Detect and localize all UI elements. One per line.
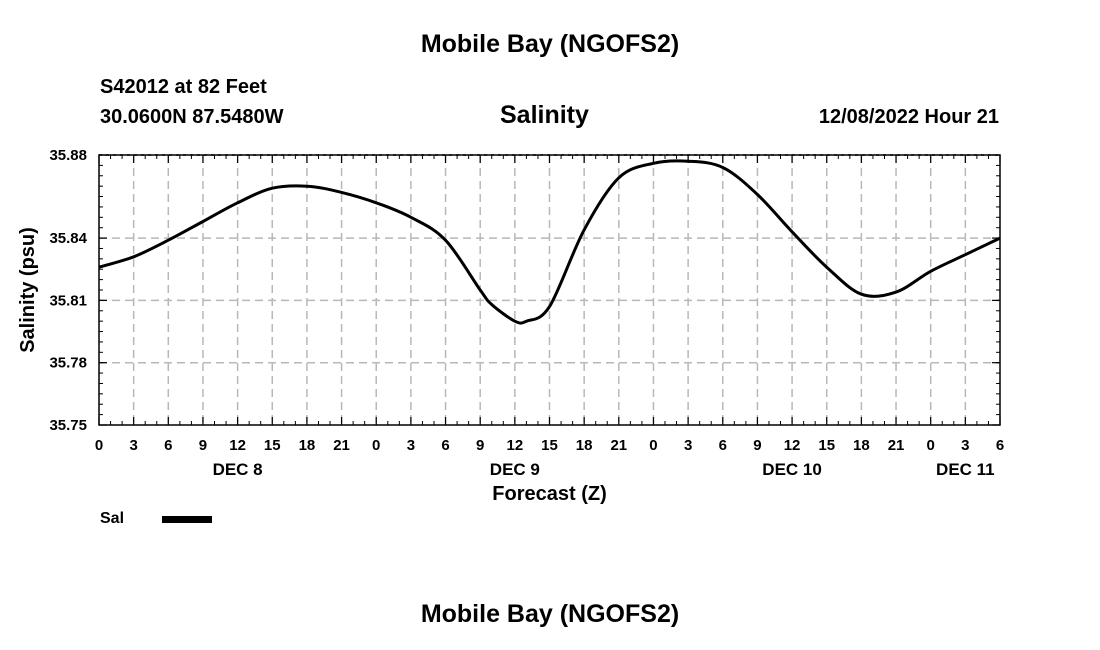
x-tick-label: 0: [927, 437, 935, 454]
x-tick-label: 0: [649, 437, 657, 454]
x-tick-label: 3: [407, 437, 415, 454]
coordinates-label: 30.0600N 87.5480W: [100, 106, 284, 128]
x-tick-label: 12: [784, 437, 801, 454]
day-label: DEC 10: [762, 460, 822, 479]
x-tick-label: 18: [853, 437, 870, 454]
y-tick-label: 35.88: [49, 147, 87, 164]
y-tick-label: 35.75: [49, 417, 87, 434]
x-tick-label: 21: [610, 437, 627, 454]
x-tick-label: 21: [333, 437, 350, 454]
x-tick-label: 6: [996, 437, 1004, 454]
y-tick-label: 35.84: [49, 230, 87, 247]
x-tick-label: 12: [229, 437, 246, 454]
x-tick-label: 6: [164, 437, 172, 454]
x-axis-title: Forecast (Z): [492, 483, 606, 505]
day-label: DEC 11: [936, 460, 995, 479]
legend-swatch: [162, 516, 212, 523]
x-tick-label: 9: [476, 437, 484, 454]
x-tick-label: 15: [541, 437, 558, 454]
x-tick-label: 15: [264, 437, 281, 454]
day-label: DEC 8: [213, 460, 263, 479]
salinity-series-line: [98, 159, 1001, 325]
x-tick-label: 6: [719, 437, 727, 454]
day-label: DEC 9: [490, 460, 540, 479]
footer-title: Mobile Bay (NGOFS2): [420, 600, 680, 628]
x-tick-label: 9: [753, 437, 761, 454]
chart-title: Salinity: [500, 101, 589, 129]
x-tick-label: 6: [441, 437, 449, 454]
x-tick-label: 3: [961, 437, 969, 454]
station-label: S42012 at 82 Feet: [100, 76, 267, 98]
x-tick-label: 18: [576, 437, 593, 454]
y-tick-label: 35.81: [49, 292, 87, 309]
axis-labels: 0 3 6 9 12 15 18 21 0 3 6 9 12 15 18 21 0 3 6 9 12 15 18 21 0 3 6 3…: [49, 147, 1004, 479]
legend-label: Sal: [100, 510, 125, 527]
forecast-datetime: 12/08/2022 Hour 21: [818, 106, 999, 128]
x-tick-label: 12: [507, 437, 524, 454]
x-tick-label: 9: [199, 437, 207, 454]
y-axis-title: Salinity (psu): [17, 227, 39, 353]
x-tick-label: 0: [95, 437, 103, 454]
grid-lines: [99, 154, 1000, 425]
y-tick-label: 35.78: [49, 355, 87, 372]
x-tick-label: 21: [888, 437, 905, 454]
x-tick-label: 0: [372, 437, 380, 454]
plot-frame: [98, 154, 1001, 426]
x-tick-label: 3: [129, 437, 137, 454]
x-tick-label: 15: [818, 437, 835, 454]
page-title: Mobile Bay (NGOFS2): [420, 30, 680, 58]
x-tick-label: 3: [684, 437, 692, 454]
x-tick-label: 18: [299, 437, 316, 454]
